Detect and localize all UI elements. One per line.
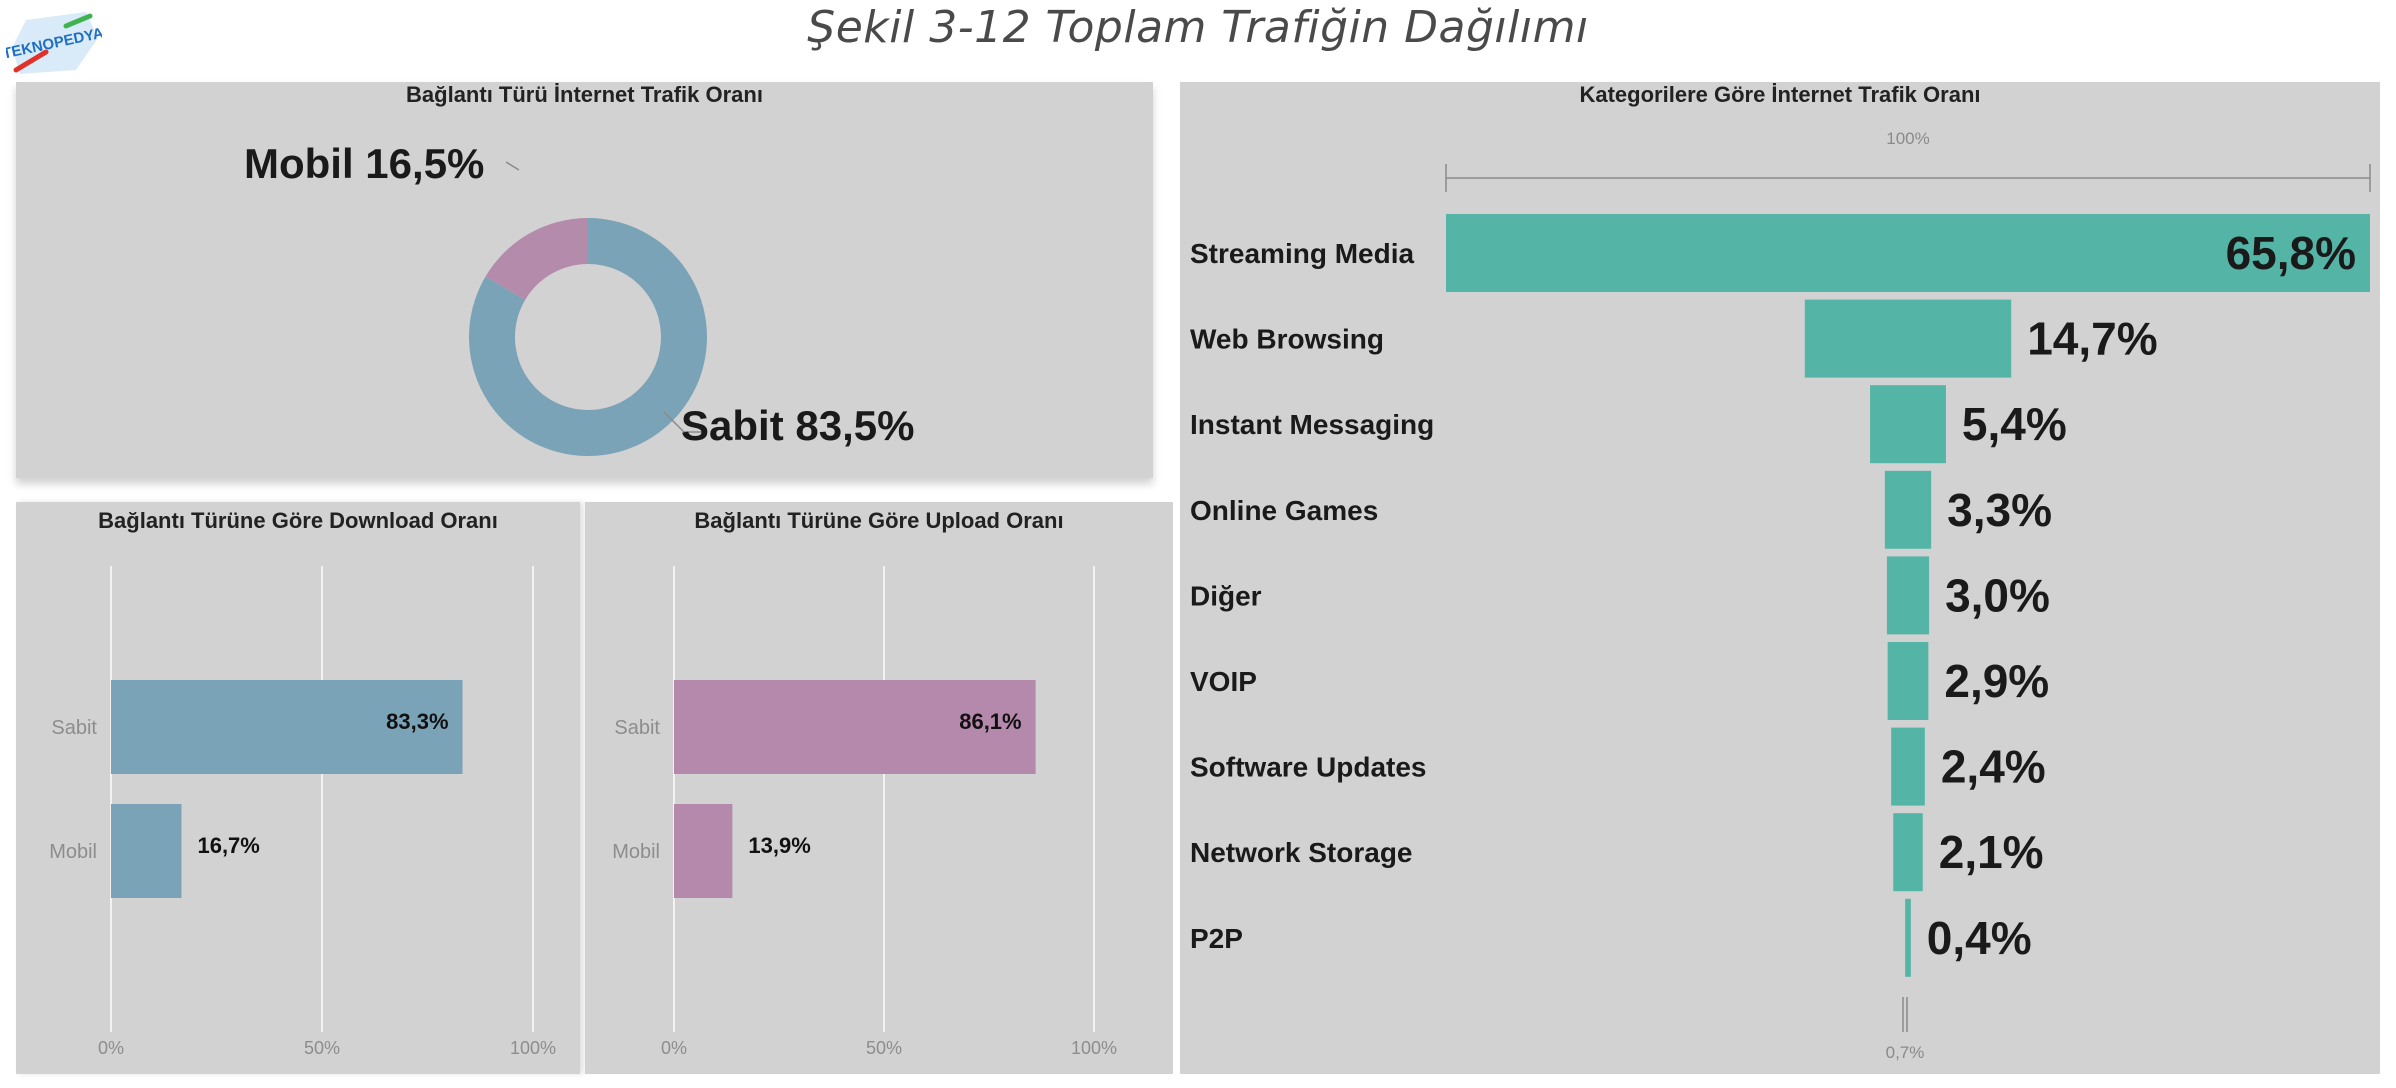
download-bar-mobil [111, 804, 182, 898]
category-value-8: 0,4% [1927, 912, 2032, 964]
upload-tick-100: 100% [1071, 1038, 1117, 1058]
category-value-2: 5,4% [1962, 398, 2067, 450]
donut-label-sabit: Sabit 83,5% [681, 402, 914, 449]
category-value-1: 14,7% [2027, 313, 2157, 365]
download-value-mobil: 16,7% [197, 833, 259, 858]
category-chart-panel: Kategorilere Göre İnternet Trafik Oranı … [1180, 82, 2380, 1074]
category-label-2: Instant Messaging [1190, 409, 1434, 440]
category-value-5: 2,9% [1944, 655, 2049, 707]
upload-bar-chart: Sabit Mobil 86,1% 13,9% 0% 50% 100% [612, 566, 1117, 1058]
category-bar-1 [1804, 299, 2012, 378]
upload-bar-sabit [674, 680, 1036, 774]
donut-slice-sabit [469, 218, 707, 456]
mobil-leader-line [505, 161, 520, 171]
category-bar-4 [1886, 556, 1930, 635]
upload-tick-0: 0% [661, 1038, 687, 1058]
upload-tick-50: 50% [866, 1038, 902, 1058]
category-label-1: Web Browsing [1190, 324, 1384, 355]
category-value-4: 3,0% [1945, 569, 2050, 621]
upload-value-mobil: 13,9% [748, 833, 810, 858]
teknopedya-logo: TEKNOPEDYA [6, 12, 102, 74]
donut-slice-mobil [485, 218, 588, 300]
donut-label-mobil: Mobil 16,5% [244, 140, 484, 187]
upload-category-mobil: Mobil [612, 841, 660, 863]
download-chart-title: Bağlantı Türüne Göre Download Oranı [98, 508, 498, 533]
upload-chart-title: Bağlantı Türüne Göre Upload Oranı [694, 508, 1064, 533]
category-bottom-scale-label: 0,7% [1886, 1043, 1925, 1062]
donut-chart-panel: Bağlantı Türü İnternet Trafik Oranı Mobi… [16, 82, 1153, 478]
download-tick-0: 0% [98, 1038, 124, 1058]
sabit-leader-line [663, 411, 704, 433]
download-category-mobil: Mobil [49, 841, 97, 863]
download-chart-panel: Bağlantı Türüne Göre Download Oranı Sabi… [16, 502, 580, 1074]
upload-category-sabit: Sabit [614, 717, 660, 739]
donut-chart-title: Bağlantı Türü İnternet Trafik Oranı [406, 82, 763, 107]
category-bar-0 [1446, 214, 2370, 292]
category-label-0: Streaming Media [1190, 238, 1414, 269]
category-value-3: 3,3% [1947, 484, 2052, 536]
page-title: Şekil 3-12 Toplam Trafiğin Dağılımı [807, 2, 1589, 53]
category-label-3: Online Games [1190, 495, 1378, 526]
category-label-5: VOIP [1190, 666, 1257, 697]
download-bar-chart: Sabit Mobil 83,3% 16,7% 0% 50% 100% [49, 566, 556, 1058]
category-bar-7 [1893, 813, 1923, 892]
category-chart-title: Kategorilere Göre İnternet Trafik Oranı [1579, 82, 1981, 107]
category-bar-6 [1891, 727, 1925, 806]
upload-chart-panel: Bağlantı Türüne Göre Upload Oranı Sabit … [585, 502, 1173, 1074]
category-funnel-chart: 100% Streaming Media 65,8% Web Browsing 14,… [1190, 129, 2371, 1062]
donut-chart: Mobil 16,5% Sabit 83,5% [244, 140, 914, 456]
category-top-scale-label: 100% [1886, 129, 1929, 148]
category-label-4: Diğer [1190, 580, 1262, 611]
download-value-sabit: 83,3% [386, 709, 448, 734]
upload-bar-mobil [674, 804, 733, 898]
download-category-sabit: Sabit [51, 717, 97, 739]
download-tick-50: 50% [304, 1038, 340, 1058]
category-bar-8 [1905, 898, 1911, 977]
download-bar-sabit [111, 680, 463, 774]
category-label-8: P2P [1190, 923, 1243, 954]
upload-value-sabit: 86,1% [959, 709, 1021, 734]
category-bar-3 [1884, 470, 1932, 549]
category-bar-5 [1887, 642, 1929, 720]
category-label-6: Software Updates [1190, 752, 1427, 783]
category-bar-2 [1870, 385, 1946, 464]
download-tick-100: 100% [510, 1038, 556, 1058]
category-value-6: 2,4% [1941, 741, 2046, 793]
category-label-7: Network Storage [1190, 837, 1413, 868]
category-value-7: 2,1% [1939, 826, 2044, 878]
category-value-0: 65,8% [2226, 227, 2356, 279]
